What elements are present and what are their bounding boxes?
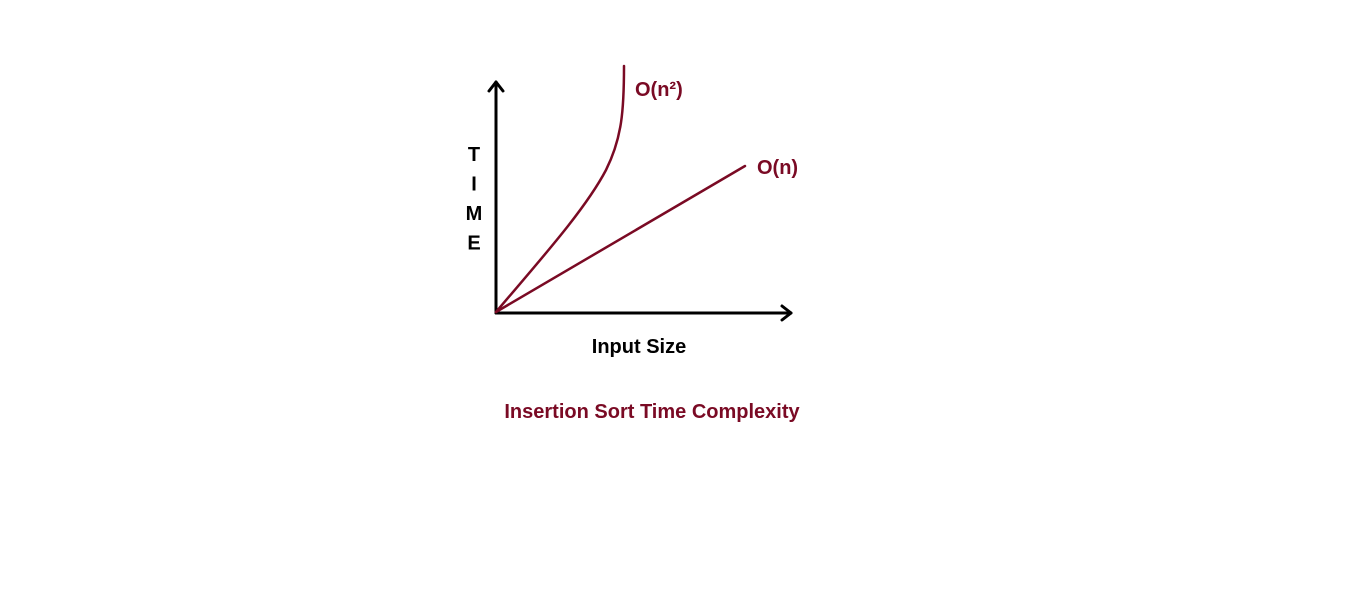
x-axis-arrowhead [780,304,793,322]
x-axis-label: Input Size [592,336,686,358]
linear-curve [494,164,747,314]
quadratic-curve [494,64,626,314]
y-axis-label-letter: I [471,174,477,196]
y-axis-label-letter: E [467,233,480,255]
diagram-caption: Insertion Sort Time Complexity [504,401,800,423]
linear-curve-label: O(n) [757,157,798,179]
y-axis-label-letter: T [468,144,480,166]
y-axis-label-letter: M [466,203,483,225]
quadratic-curve-label: O(n²) [635,79,683,101]
y-axis-arrowhead [487,80,505,93]
